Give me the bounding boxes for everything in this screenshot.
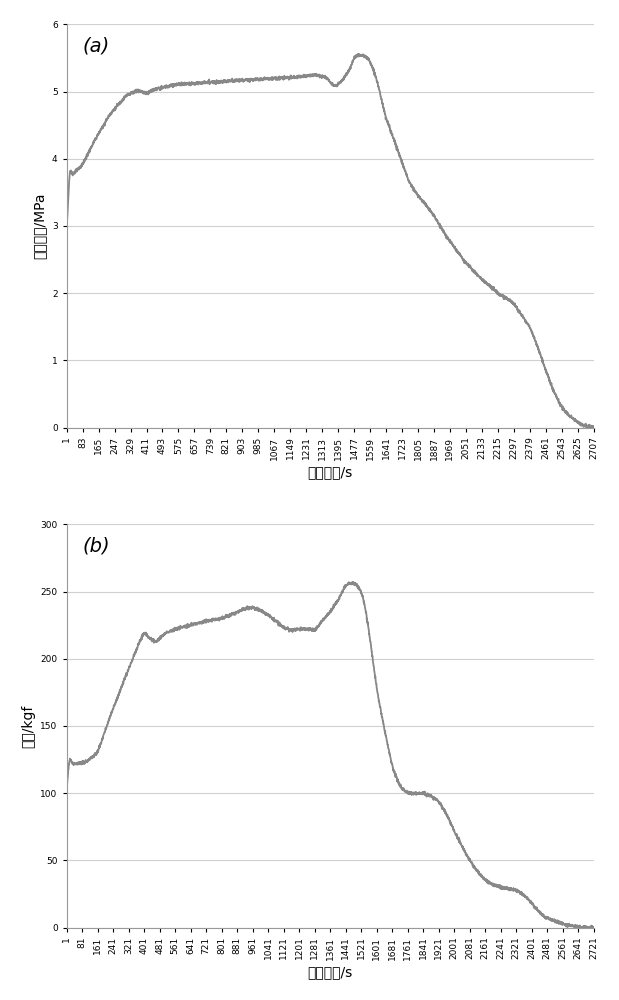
Y-axis label: 推力/kgf: 推力/kgf [21,704,35,748]
Y-axis label: 滙止压强/MPa: 滙止压强/MPa [32,193,46,259]
Text: (b): (b) [82,536,110,555]
Text: (a): (a) [82,36,110,55]
X-axis label: 时间步长/s: 时间步长/s [308,965,353,979]
X-axis label: 时间步长/s: 时间步长/s [308,465,353,479]
